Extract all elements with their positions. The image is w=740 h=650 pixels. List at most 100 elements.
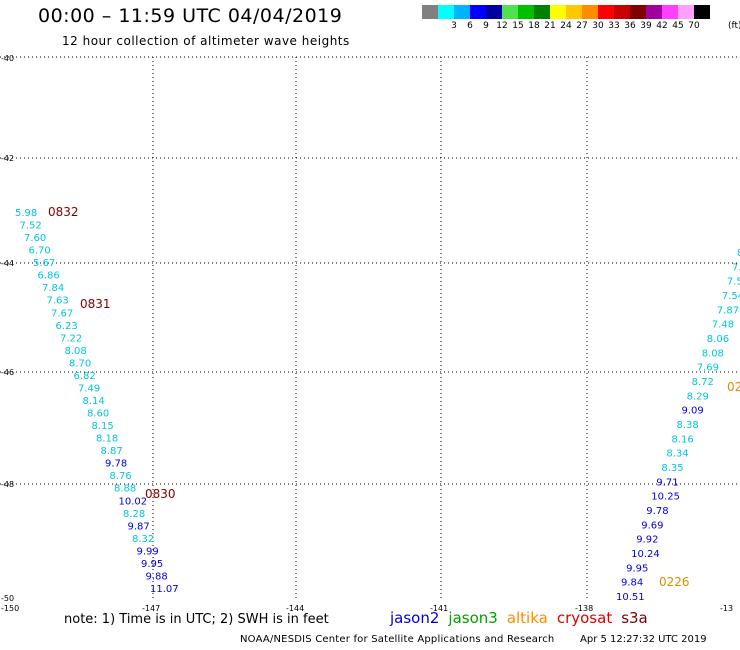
wave-height-value: 5.98 xyxy=(15,208,37,219)
wave-height-value: 6.86 xyxy=(38,271,60,282)
wave-height-value: 8.15 xyxy=(92,421,114,432)
wave-height-value: 8.08 xyxy=(65,346,87,357)
legend-color-bar xyxy=(422,5,740,19)
legend-tick-label: 21 xyxy=(544,21,556,31)
latitude-label: -44 xyxy=(1,259,14,268)
wave-height-value: 8.28 xyxy=(123,509,145,520)
wave-height-value: 8.08 xyxy=(702,348,724,359)
wave-height-value: 7.84 xyxy=(42,283,64,294)
satellite-name: jason3 xyxy=(448,609,498,627)
wave-height-value: 7.54 xyxy=(722,291,740,302)
wave-height-value: 7.22 xyxy=(60,333,82,344)
wave-height-value: 8.76 xyxy=(110,471,132,482)
wave-height-value: 7.48 xyxy=(712,320,734,331)
longitude-label: -144 xyxy=(286,604,304,613)
wave-height-value: 11.07 xyxy=(150,584,179,595)
latitude-label: -40 xyxy=(1,54,14,63)
legend-swatch xyxy=(630,5,646,19)
wave-height-value: 10.25 xyxy=(651,492,680,503)
legend-unit: (ft) xyxy=(728,21,740,31)
legend-swatch xyxy=(646,5,662,19)
generation-timestamp: Apr 5 12:27:32 UTC 2019 xyxy=(580,634,707,645)
pass-time-label: 0832 xyxy=(48,205,79,219)
wave-height-value: 8.06 xyxy=(707,334,729,345)
legend-tick-label: 18 xyxy=(528,21,540,31)
legend-swatch xyxy=(566,5,582,19)
wave-height-value: 7.63 xyxy=(47,296,69,307)
legend-swatch xyxy=(534,5,550,19)
wave-height-value: 8.14 xyxy=(83,396,105,407)
satellite-name: cryosat xyxy=(556,609,613,627)
wave-height-value: 7.67 xyxy=(51,308,73,319)
wave-height-value: 8.16 xyxy=(672,434,694,445)
legend-swatch xyxy=(486,5,502,19)
longitude-label: -147 xyxy=(142,604,160,613)
wave-height-value: 7.60 xyxy=(24,233,46,244)
wave-height-value: 8 xyxy=(737,248,740,259)
latitude-label: -42 xyxy=(1,154,14,163)
wave-height-value: 7.52 xyxy=(20,221,42,232)
wave-height-value: 8.18 xyxy=(96,434,118,445)
legend-swatch xyxy=(694,5,710,19)
satellite-name: altika xyxy=(506,609,548,627)
latitude-label: -46 xyxy=(1,368,14,377)
wave-height-value: 7.49 xyxy=(78,384,100,395)
wave-height-value: 9.95 xyxy=(141,559,163,570)
wave-height-value: 8.35 xyxy=(661,463,683,474)
legend-swatch xyxy=(550,5,566,19)
legend-tick-label: 45 xyxy=(672,21,684,31)
wave-height-value: 8.32 xyxy=(132,534,154,545)
wave-height-value: 6.23 xyxy=(56,321,78,332)
legend-swatch xyxy=(582,5,598,19)
wave-height-value: 6.82 xyxy=(74,371,96,382)
latitude-label: -48 xyxy=(1,480,14,489)
legend-tick-label: 33 xyxy=(608,21,620,31)
wave-height-value: 8.72 xyxy=(692,377,714,388)
wave-height-value: 9.88 xyxy=(146,572,168,583)
legend-swatch xyxy=(470,5,486,19)
wave-height-value: 9.71 xyxy=(656,477,678,488)
wave-height-value: 9.78 xyxy=(105,459,127,470)
legend-swatch xyxy=(502,5,518,19)
legend-tick-label: 15 xyxy=(512,21,524,31)
wave-height-value: 9.87 xyxy=(128,521,150,532)
wave-height-value: 8.87 xyxy=(101,446,123,457)
pass-time-label: 0226 xyxy=(659,575,690,589)
legend-tick-label: 6 xyxy=(467,21,473,31)
legend-tick-label: 12 xyxy=(496,21,508,31)
legend-swatch xyxy=(662,5,678,19)
latitude-label: -50 xyxy=(1,594,14,603)
longitude-label: -150 xyxy=(1,604,19,613)
pass-time-label: 0830 xyxy=(145,487,176,501)
legend-swatch xyxy=(438,5,454,19)
wave-height-value: 7. xyxy=(732,262,740,273)
wave-height-value: 10.24 xyxy=(631,549,660,560)
legend-tick-label: 27 xyxy=(576,21,588,31)
wave-height-value: 8.70 xyxy=(69,358,91,369)
wave-height-value: 9.69 xyxy=(641,520,663,531)
wave-height-value: 7.5 xyxy=(727,277,740,288)
wave-height-value: 8.34 xyxy=(666,449,688,460)
legend-tick-label: 42 xyxy=(656,21,668,31)
legend-swatch xyxy=(518,5,534,19)
wave-height-value: 9.78 xyxy=(646,506,668,517)
satellite-name: s3a xyxy=(621,609,648,627)
legend-swatch xyxy=(422,5,438,19)
wave-height-value: 9.95 xyxy=(626,563,648,574)
map-title: 00:00 – 11:59 UTC 04/04/2019 xyxy=(38,5,343,27)
footer-note: note: 1) Time is in UTC; 2) SWH is in fe… xyxy=(64,612,329,627)
map-subtitle: 12 hour collection of altimeter wave hei… xyxy=(62,34,350,48)
longitude-label: -13 xyxy=(720,604,733,613)
wave-height-value: 9.84 xyxy=(621,578,643,589)
satellite-key: jason2 jason3 altika cryosat s3a xyxy=(390,609,657,627)
legend-swatch xyxy=(678,5,694,19)
wave-height-value: 8.29 xyxy=(687,391,709,402)
legend-tick-label: 9 xyxy=(483,21,489,31)
longitude-label: -138 xyxy=(575,604,593,613)
pass-time-label: 0831 xyxy=(80,297,111,311)
legend-swatch xyxy=(614,5,630,19)
legend-swatch xyxy=(454,5,470,19)
wave-height-value: 6.70 xyxy=(29,246,51,257)
